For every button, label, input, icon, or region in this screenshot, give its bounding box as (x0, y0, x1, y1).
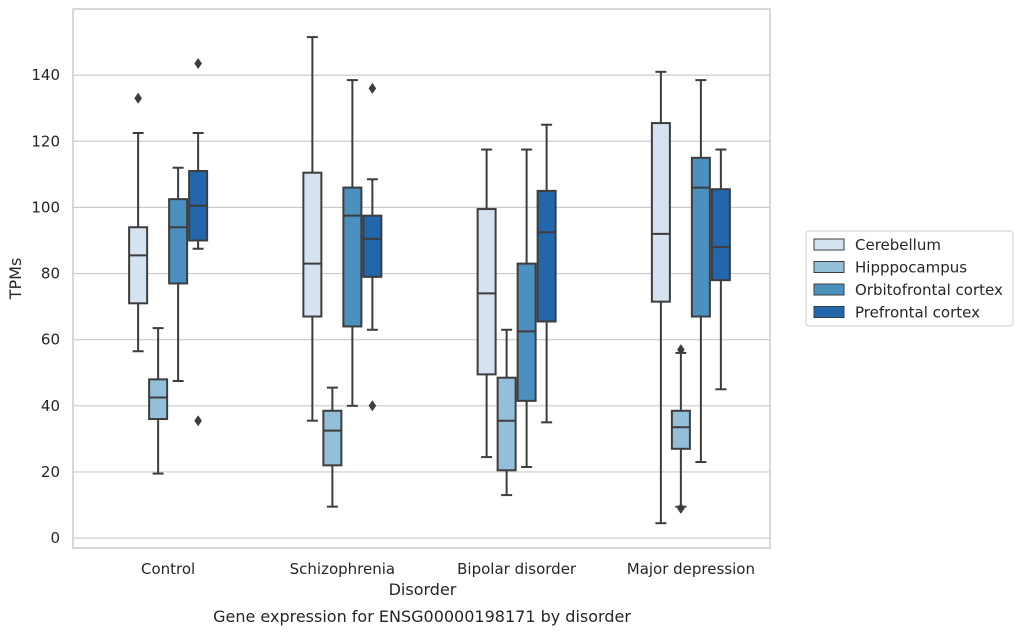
box-hipppocampus (148, 327, 169, 475)
y-tick-label: 60 (41, 331, 60, 349)
box-iqr (670, 409, 691, 450)
outlier-point (368, 82, 377, 94)
x-axis-label: Disorder (389, 580, 457, 599)
y-tick-label: 0 (50, 529, 60, 547)
box-iqr (168, 198, 189, 285)
box-iqr (322, 409, 343, 467)
box-orbitofrontal-cortex (690, 79, 711, 464)
box-iqr (476, 208, 497, 376)
legend-label: Hipppocampus (855, 259, 967, 277)
box-cerebellum (128, 92, 149, 353)
outlier-point (368, 400, 377, 412)
x-tick-label: Major depression (627, 560, 755, 578)
box-orbitofrontal-cortex (168, 166, 189, 383)
legend-swatch (813, 306, 845, 318)
y-tick-label: 20 (41, 463, 60, 481)
box-hipppocampus (496, 328, 517, 497)
outlier-point (194, 415, 202, 427)
box-cerebellum (650, 70, 671, 525)
y-tick-label: 100 (31, 198, 60, 216)
outlier-point (677, 344, 685, 356)
x-tick-label: Control (141, 560, 195, 578)
box-cerebellum (302, 36, 323, 422)
box-iqr (536, 189, 557, 323)
y-axis-label: TPMs (6, 258, 25, 301)
y-tick-label: 140 (31, 66, 60, 84)
box-cerebellum (476, 148, 497, 459)
outlier-point (677, 502, 685, 514)
y-tick-label: 120 (31, 132, 60, 150)
legend-frame (805, 230, 1014, 327)
box-iqr (302, 171, 323, 318)
box-orbitofrontal-cortex (342, 79, 363, 407)
box-prefrontal-cortex (362, 82, 383, 412)
legend-swatch (813, 238, 845, 251)
chart-caption: Gene expression for ENSG00000198171 by d… (213, 607, 631, 626)
box-iqr (496, 376, 517, 472)
box-iqr (690, 156, 711, 318)
box-prefrontal-cortex (536, 123, 557, 424)
x-tick-labels: Control Schizophrenia Bipolar disorder Majo… (141, 560, 755, 578)
box-iqr (362, 214, 383, 278)
legend-swatch (813, 261, 845, 273)
box-iqr (710, 188, 731, 282)
x-tick-label: Bipolar disorder (457, 560, 577, 578)
box-iqr (148, 378, 169, 421)
box-orbitofrontal-cortex (516, 148, 537, 468)
plot-area-frame (72, 8, 771, 549)
box-iqr (650, 122, 671, 303)
legend: Cerebellum Hipppocampus Orbitofrontal cort… (805, 230, 1014, 327)
box-iqr (342, 186, 363, 328)
legend-label: Orbitofrontal cortex (855, 281, 1003, 299)
box-hipppocampus (670, 344, 691, 514)
legend-label: Cerebellum (855, 236, 941, 254)
legend-swatch (813, 283, 845, 296)
box-prefrontal-cortex (188, 58, 209, 427)
x-tick-label: Schizophrenia (290, 560, 395, 578)
outlier-point (194, 58, 202, 70)
outlier-point (134, 92, 142, 104)
box-groups (128, 36, 731, 525)
box-prefrontal-cortex (710, 148, 731, 391)
y-tick-label: 40 (41, 397, 60, 415)
y-tick-label: 80 (41, 265, 60, 283)
y-tick-labels: 0 20 40 60 80 100 120 140 (31, 66, 60, 547)
legend-label: Prefrontal cortex (855, 304, 980, 322)
box-iqr (128, 226, 149, 305)
box-hipppocampus (322, 386, 343, 508)
